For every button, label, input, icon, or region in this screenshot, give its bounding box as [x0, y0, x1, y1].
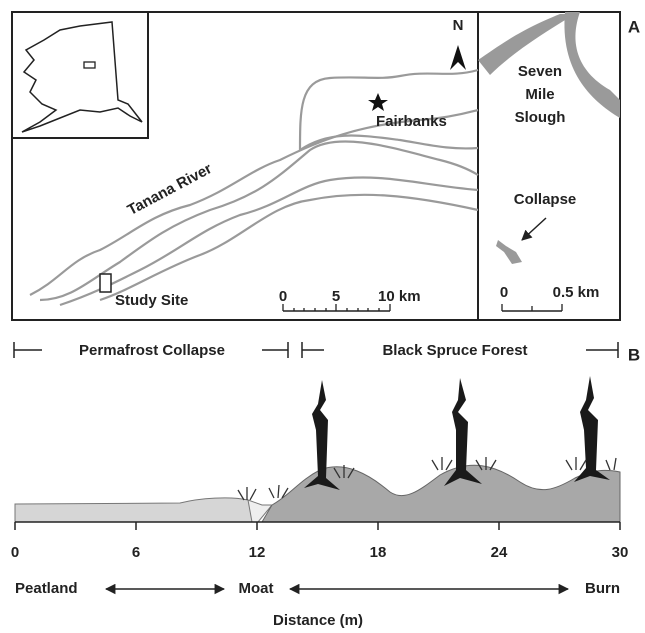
forest-ground: [261, 464, 621, 523]
x-axis-title: Distance (m): [273, 612, 363, 629]
scale-bar: [282, 304, 391, 312]
zone-label: Permafrost Collapse: [79, 342, 225, 359]
alaska-outline: [21, 21, 143, 133]
landmark-label: Peatland: [15, 580, 78, 597]
x-tick-label: 30: [612, 544, 629, 561]
slough-label: Seven: [518, 63, 562, 80]
zone-label: Black Spruce Forest: [382, 342, 527, 359]
trees: [304, 376, 610, 490]
slough-label: Slough: [515, 109, 566, 126]
tanana-river: [29, 68, 479, 307]
city-label: Fairbanks: [376, 113, 447, 130]
panel-label: B: [628, 345, 640, 364]
panel-label: A: [628, 17, 640, 36]
scale-label: 0.5 km: [553, 284, 600, 301]
north-label: N: [453, 17, 464, 34]
landmark-label: Moat: [239, 580, 274, 597]
scale-label: 0: [279, 288, 287, 305]
inset-locator: [83, 61, 96, 69]
x-tick-label: 0: [11, 544, 19, 561]
zone-brackets: [13, 342, 619, 358]
moat-layer: [247, 499, 274, 523]
slough-channel: [478, 14, 575, 75]
collapse-arrow: [521, 217, 547, 241]
site-label: Study Site: [115, 292, 188, 309]
scale-label: 10 km: [378, 288, 421, 305]
collapse-patch: [496, 240, 522, 264]
x-tick-label: 6: [132, 544, 140, 561]
north-arrow: [450, 45, 466, 70]
shrubs: [237, 457, 617, 501]
slough-channel: [564, 12, 620, 118]
x-tick-label: 18: [370, 544, 387, 561]
scale-label: 5: [332, 288, 340, 305]
city-star: [368, 93, 388, 111]
x-tick-label: 24: [491, 544, 508, 561]
site-box: [99, 273, 112, 293]
slough-label: Mile: [525, 86, 554, 103]
peat-layer: [14, 497, 257, 523]
landmark-label: Burn: [585, 580, 620, 597]
scale-label: 0: [500, 284, 508, 301]
x-tick-label: 12: [249, 544, 266, 561]
scale-bar: [501, 304, 563, 312]
collapse-label: Collapse: [514, 191, 577, 208]
